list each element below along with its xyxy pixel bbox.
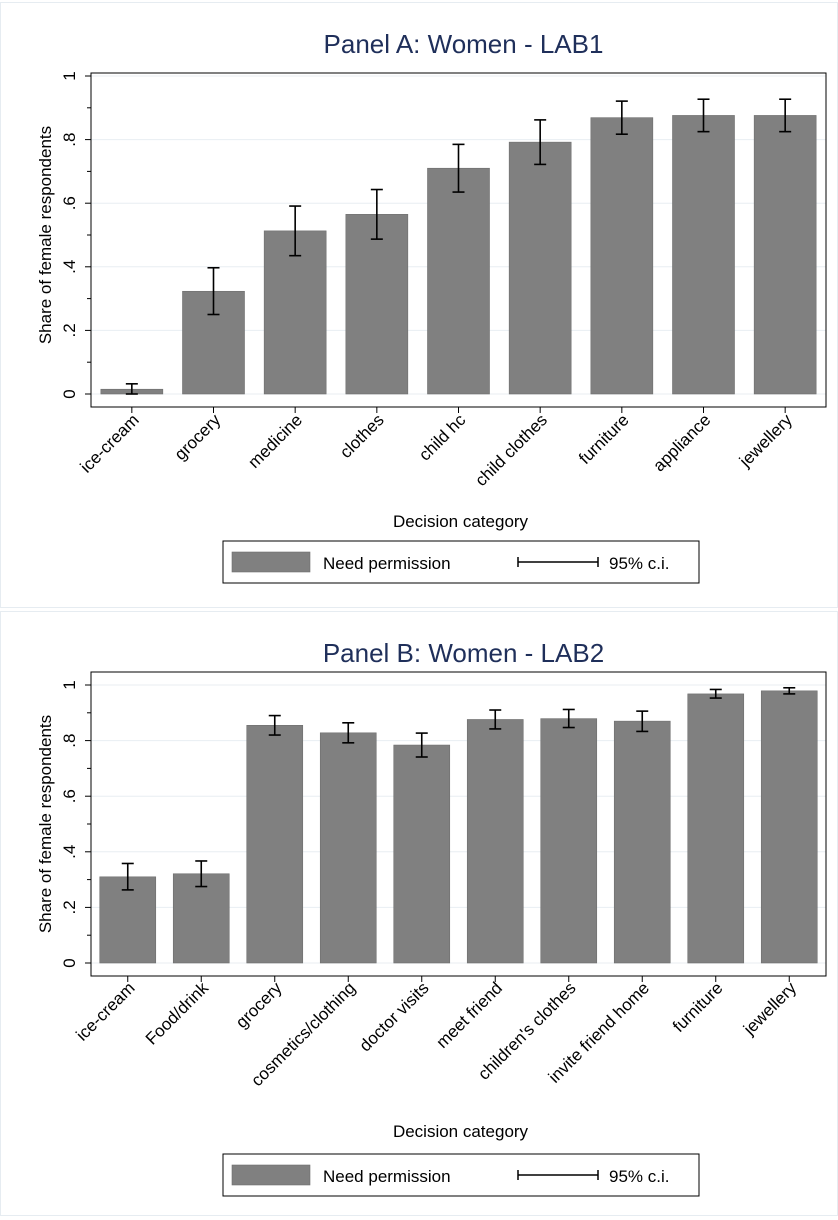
legend-ci-label: 95% c.i. [609,1167,669,1186]
x-tick-label: child clothes [471,410,551,490]
bar [345,214,409,395]
bar [172,873,230,964]
panel-b-frame: Panel B: Women - LAB2 0 .2 .4 .6 .8 1 Share of … [0,611,838,1216]
legend-ci-label: 95% c.i. [609,554,669,573]
panel-a-chart: Panel A: Women - LAB1 0 .2 .4 .6 .8 1 Share of … [36,29,827,584]
chart-title: Panel A: Women - LAB1 [324,29,604,59]
x-tick-label: grocery [232,978,286,1032]
bar [263,230,327,395]
y-tick-label: .2 [60,900,79,914]
bar [319,732,377,964]
x-tick-label: appliance [649,410,714,475]
legend-bar-swatch [231,1164,311,1186]
bar [613,720,671,964]
y-tick-label: .4 [60,260,79,274]
bar [246,725,304,964]
bar [427,167,490,395]
x-tick-label: jewellery [735,410,796,471]
x-tick-label: clothes [336,410,388,462]
x-tick-label: ice-cream [72,978,138,1044]
y-axis-label: Share of female respondents [36,715,55,933]
y-tick-label: .4 [60,845,79,859]
bar [540,718,598,964]
bar [466,719,524,964]
x-tick-label: ice-cream [76,410,142,476]
y-tick-label: 1 [60,680,79,689]
panel-b-chart: Panel B: Women - LAB2 0 .2 .4 .6 .8 1 Share of … [36,638,827,1197]
x-tick-label: meet friend [433,978,507,1052]
bar [508,141,572,395]
y-tick-label: .8 [60,734,79,748]
y-tick-label: 0 [60,389,79,398]
legend-bar-label: Need permission [323,1167,451,1186]
x-tick-label: Food/drink [142,978,213,1049]
x-axis-label: Decision category [393,1122,529,1141]
y-tick-label: 0 [60,958,79,967]
chart-title: Panel B: Women - LAB2 [323,638,604,668]
x-axis-label: Decision category [393,512,529,531]
bar [760,690,818,964]
y-tick-label: .8 [60,133,79,147]
x-tick-label: jewellery [739,978,800,1039]
bar [590,117,654,395]
panel-a-frame: Panel A: Women - LAB1 0 .2 .4 .6 .8 1 Share of … [0,2,838,608]
bar [393,744,451,964]
legend-bar-label: Need permission [323,554,451,573]
bar [99,876,157,964]
x-tick-label: furniture [575,410,633,468]
x-tick-label: doctor visits [356,978,433,1055]
y-tick-label: .6 [60,196,79,210]
x-tick-label: medicine [244,410,306,472]
x-tick-label: child hc [415,410,470,465]
x-tick-label: grocery [171,410,225,464]
y-tick-label: .2 [60,323,79,337]
legend-bar-swatch [231,551,311,573]
y-axis-label: Share of female respondents [36,126,55,344]
bar [672,115,735,395]
x-tick-label: furniture [669,978,727,1036]
bar [753,115,817,395]
y-tick-label: .6 [60,789,79,803]
y-tick-label: 1 [60,71,79,80]
bar [687,693,745,964]
